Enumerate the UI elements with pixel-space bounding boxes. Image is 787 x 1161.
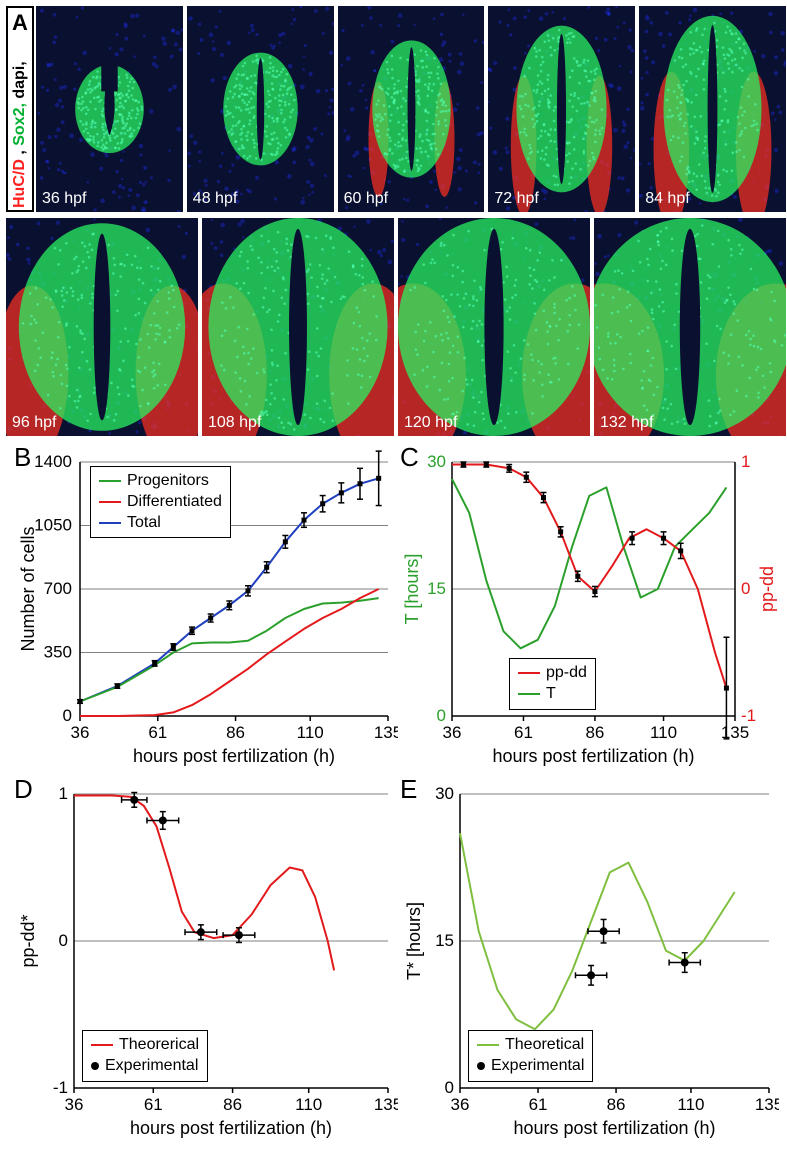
timepoint-label: 96 hpf	[12, 414, 56, 432]
svg-text:350: 350	[44, 643, 72, 662]
panel-b-legend: ProgenitorsDifferentiatedTotal	[90, 466, 231, 538]
svg-text:1050: 1050	[34, 516, 72, 535]
svg-text:hours post fertilization (h): hours post fertilization (h)	[133, 746, 335, 766]
micrograph: 120 hpf	[398, 218, 590, 436]
svg-text:hours post fertilization (h): hours post fertilization (h)	[130, 1118, 332, 1138]
svg-text:0: 0	[59, 931, 68, 950]
svg-text:110: 110	[297, 723, 324, 742]
micrograph: 48 hpf	[187, 6, 334, 212]
svg-text:36: 36	[71, 723, 90, 742]
svg-text:135: 135	[374, 723, 398, 742]
timepoint-label: 36 hpf	[42, 190, 86, 208]
panel-d-legend: TheorericalExperimental	[82, 1030, 208, 1082]
panel-b: B 035070010501400366186110135hours post …	[18, 448, 398, 768]
svg-text:61: 61	[529, 1095, 548, 1114]
svg-text:pp-dd*: pp-dd*	[18, 914, 38, 967]
micrograph: 108 hpf	[202, 218, 394, 436]
micrograph: 132 hpf	[594, 218, 786, 436]
panel-d-letter: D	[14, 774, 33, 805]
svg-text:30: 30	[427, 452, 446, 471]
svg-text:110: 110	[650, 723, 677, 742]
svg-text:hours post fertilization (h): hours post fertilization (h)	[492, 746, 694, 766]
svg-text:hours post fertilization (h): hours post fertilization (h)	[513, 1118, 715, 1138]
timepoint-label: 84 hpf	[645, 190, 689, 208]
svg-text:pp-dd: pp-dd	[757, 566, 777, 612]
panel-a-letter: A	[12, 10, 28, 36]
svg-text:15: 15	[435, 931, 454, 950]
svg-text:1400: 1400	[34, 452, 72, 471]
svg-text:36: 36	[65, 1095, 84, 1114]
micrograph: 60 hpf	[338, 6, 485, 212]
timepoint-label: 120 hpf	[404, 414, 457, 432]
micrograph: 84 hpf	[639, 6, 786, 212]
svg-text:86: 86	[226, 723, 245, 742]
panel-a: A HuC/D , Sox2, dapi, 36 hpf 48 hpf 60 hpf…	[6, 6, 781, 436]
svg-text:135: 135	[374, 1095, 398, 1114]
svg-text:36: 36	[443, 723, 462, 742]
svg-text:86: 86	[223, 1095, 242, 1114]
svg-text:110: 110	[295, 1095, 322, 1114]
panel-c-legend: pp-ddT	[509, 658, 596, 710]
svg-text:86: 86	[585, 723, 604, 742]
svg-text:61: 61	[514, 723, 533, 742]
svg-text:30: 30	[435, 784, 454, 803]
svg-text:Number of cells: Number of cells	[18, 526, 38, 651]
figure-root: A HuC/D , Sox2, dapi, 36 hpf 48 hpf 60 hpf…	[0, 0, 787, 1161]
panel-a-row2: 96 hpf 108 hpf 120 hpf 132 hpf	[6, 218, 786, 436]
panel-c: C 01530-101366186110135hours post fertil…	[404, 448, 779, 768]
svg-text:T [hours]: T [hours]	[404, 554, 422, 625]
micrograph: 36 hpf	[36, 6, 183, 212]
timepoint-label: 72 hpf	[494, 190, 538, 208]
svg-text:110: 110	[677, 1095, 704, 1114]
panel-a-row1: 36 hpf 48 hpf 60 hpf 72 hpf 84 hpf	[36, 6, 786, 212]
svg-text:T* [hours]: T* [hours]	[404, 902, 424, 980]
timepoint-label: 48 hpf	[193, 190, 237, 208]
panel-e-legend: TheoreticalExperimental	[468, 1030, 593, 1082]
panel-d: D -101366186110135hours post fertilizati…	[18, 780, 398, 1140]
micrograph: 96 hpf	[6, 218, 198, 436]
svg-text:700: 700	[44, 579, 72, 598]
timepoint-label: 108 hpf	[208, 414, 261, 432]
panel-e-letter: E	[400, 774, 417, 805]
svg-text:61: 61	[148, 723, 167, 742]
svg-text:135: 135	[755, 1095, 779, 1114]
panel-c-letter: C	[400, 442, 419, 473]
timepoint-label: 60 hpf	[344, 190, 388, 208]
svg-text:36: 36	[451, 1095, 470, 1114]
svg-text:86: 86	[607, 1095, 626, 1114]
svg-text:15: 15	[427, 579, 446, 598]
svg-text:0: 0	[741, 579, 750, 598]
panel-e: E 01530366186110135hours post fertilizat…	[404, 780, 779, 1140]
micrograph: 72 hpf	[488, 6, 635, 212]
panel-a-label-box: A HuC/D , Sox2, dapi,	[6, 6, 34, 212]
svg-text:1: 1	[741, 452, 750, 471]
timepoint-label: 132 hpf	[600, 414, 653, 432]
svg-text:1: 1	[59, 784, 68, 803]
svg-text:61: 61	[144, 1095, 163, 1114]
panel-b-letter: B	[14, 442, 31, 473]
panel-a-channels: HuC/D , Sox2, dapi,	[11, 61, 29, 208]
